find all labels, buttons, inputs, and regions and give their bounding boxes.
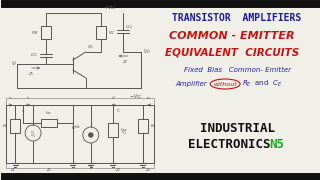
Text: C: C [117,109,120,113]
Bar [41,119,57,127]
Text: $i_2$: $i_2$ [111,94,116,102]
Text: $Z_1$: $Z_1$ [28,70,34,78]
Text: Amplifier: Amplifier [175,81,207,87]
Bar [1,0,320,7]
Text: $R_B$: $R_B$ [31,29,38,37]
Text: $V_i$: $V_i$ [11,60,18,68]
Text: INDUSTRIAL: INDUSTRIAL [200,122,275,134]
Text: a: a [22,109,24,113]
Bar [41,26,51,39]
Text: $v_2$: $v_2$ [121,129,127,137]
Text: $R_C$: $R_C$ [108,29,115,37]
Text: TRANSISTOR  AMPLIFIERS: TRANSISTOR AMPLIFIERS [172,13,302,23]
Text: without: without [213,82,237,87]
Text: COMMON - EMITTER: COMMON - EMITTER [169,31,295,41]
Bar [108,123,118,137]
Text: ELECTRONICS: ELECTRONICS [188,138,270,150]
Text: $Z_s$: $Z_s$ [10,166,16,174]
Text: $Z_1$: $Z_1$ [46,166,52,174]
Text: $v_1$: $v_1$ [30,133,36,140]
Bar [96,26,106,39]
Text: $v_i$: $v_i$ [30,129,36,137]
Text: $R_C$: $R_C$ [149,122,156,130]
Bar [10,119,20,133]
Text: Fixed  Bias   Common- Emitter: Fixed Bias Common- Emitter [184,67,291,73]
Text: N5: N5 [269,138,284,150]
Circle shape [89,133,93,137]
Bar [138,119,148,133]
Text: $h_{oe}$: $h_{oe}$ [120,126,128,134]
Text: $+V_{CC}$: $+V_{CC}$ [103,3,117,12]
Text: $V_O$: $V_O$ [142,48,150,57]
Text: $-V_{CC}$: $-V_{CC}$ [129,92,143,101]
Text: B: B [71,126,74,130]
Text: $h_{fe}$: $h_{fe}$ [74,123,81,131]
Text: $i_s$: $i_s$ [8,94,12,102]
Text: $Q_1$: $Q_1$ [87,44,94,51]
Text: $h_{ie}$: $h_{ie}$ [45,109,52,117]
Text: EQUIVALENT  CIRCUITS: EQUIVALENT CIRCUITS [165,47,299,57]
Bar [1,173,320,180]
Text: E: E [90,166,92,170]
Bar [6,98,154,168]
Text: $Z_2$: $Z_2$ [116,166,122,174]
Text: $Z_2$: $Z_2$ [123,58,129,66]
Text: $C_{C1}$: $C_{C1}$ [29,51,38,59]
Text: $R_B$: $R_B$ [2,122,8,130]
Text: $R_E$  and  $C_E$: $R_E$ and $C_E$ [242,79,282,89]
Text: $i_o$: $i_o$ [146,94,151,102]
Text: $C_{C2}$: $C_{C2}$ [125,23,133,31]
Text: $Z_o$: $Z_o$ [145,166,151,174]
Text: $i_i$: $i_i$ [26,94,30,102]
